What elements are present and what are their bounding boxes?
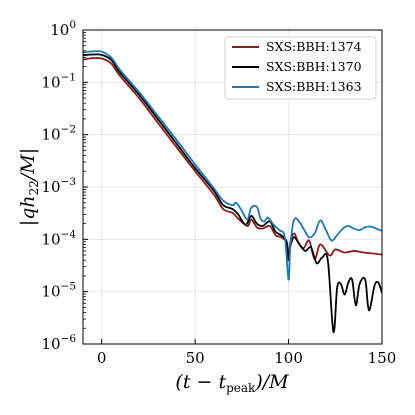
legend-label-1363: SXS:BBH:1363: [266, 79, 362, 94]
series-line-sxs-bbh-1370: [83, 53, 382, 333]
y-tick-label: 100: [50, 19, 76, 39]
x-tick-label: 100: [274, 349, 303, 367]
legend-label-1370: SXS:BBH:1370: [266, 59, 362, 74]
y-axis: 10−6 10−5 10−4 10−3 10−2 10−1 100: [41, 19, 88, 353]
legend-label-1374: SXS:BBH:1374: [266, 39, 362, 54]
x-axis: 0 50 100 150: [97, 339, 396, 367]
y-tick-label: 10−5: [41, 281, 76, 301]
y-tick-label: 10−6: [41, 333, 76, 353]
legend: SXS:BBH:1374 SXS:BBH:1370 SXS:BBH:1363: [224, 36, 377, 100]
series-line-sxs-bbh-1374: [83, 57, 382, 262]
y-tick-label: 10−3: [41, 176, 76, 196]
y-tick-label: 10−2: [41, 124, 76, 144]
x-tick-label: 0: [97, 349, 107, 367]
x-tick-label: 50: [186, 349, 205, 367]
y-axis-label: |qh22/M|: [17, 148, 41, 226]
x-tick-label: 150: [368, 349, 397, 367]
series-line-sxs-bbh-1363: [83, 50, 382, 281]
y-tick-label: 10−1: [41, 71, 76, 91]
y-tick-label: 10−4: [41, 228, 76, 248]
legend-box: [224, 36, 377, 100]
